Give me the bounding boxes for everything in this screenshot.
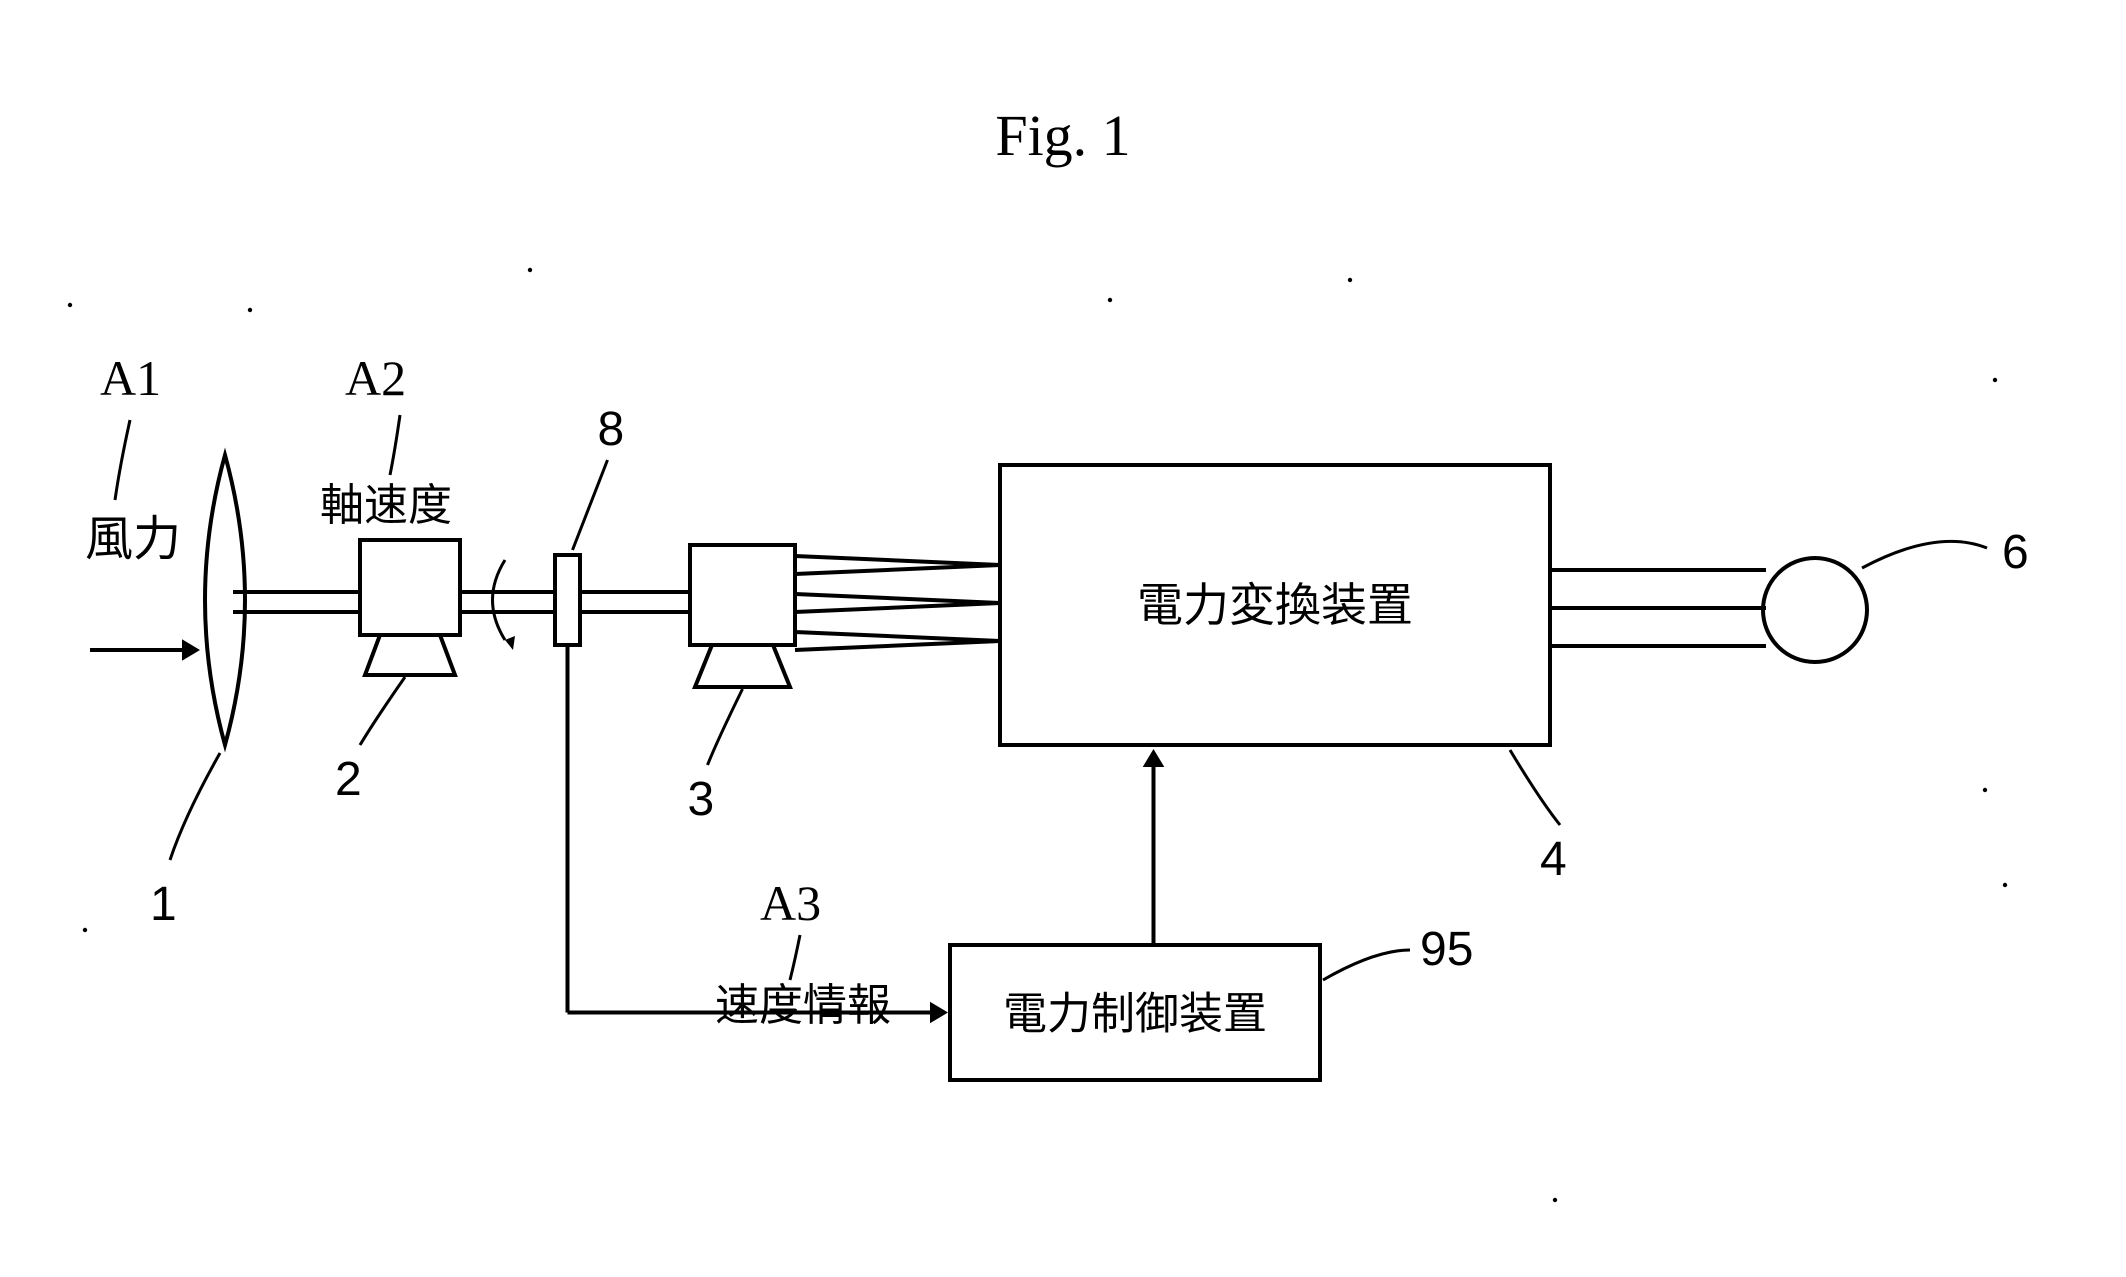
gearbox-node — [360, 540, 460, 635]
a3-leader — [790, 935, 800, 980]
leader-1 — [170, 753, 220, 860]
a3-label: A3 — [760, 875, 821, 931]
figure-title: Fig. 1 — [995, 103, 1130, 168]
leader-2 — [360, 677, 405, 745]
noise-dot — [2003, 883, 2007, 887]
noise-dot — [1983, 788, 1987, 792]
ref-1: 1 — [150, 878, 177, 931]
generator-node — [690, 545, 795, 645]
noise-dot — [68, 303, 72, 307]
ref-2: 2 — [335, 753, 362, 806]
ref-95: 95 — [1420, 923, 1473, 976]
noise-dot — [1348, 278, 1352, 282]
rotation-arc — [493, 560, 506, 640]
gearbox-foot — [365, 635, 455, 675]
leader-4 — [1510, 750, 1560, 825]
noise-dot — [248, 308, 252, 312]
a1-leader — [115, 420, 130, 500]
controller-label: 電力制御装置 — [1003, 990, 1267, 1039]
shaft-speed-label: 軸速度 — [320, 481, 452, 530]
blade-node — [205, 455, 245, 745]
noise-dot — [528, 268, 532, 272]
generator-foot — [695, 645, 790, 687]
noise-dot — [1108, 298, 1112, 302]
wind-force-label: 風力 — [85, 513, 181, 566]
grid-node — [1763, 558, 1867, 662]
noise-dot — [1993, 378, 1997, 382]
noise-dot — [83, 928, 87, 932]
leader-95 — [1323, 950, 1410, 980]
leader-3 — [708, 689, 743, 765]
a2-label: A2 — [345, 350, 406, 406]
ref-3: 3 — [688, 773, 715, 826]
leader-8 — [573, 460, 608, 550]
sensor-node — [555, 555, 580, 645]
converter-label: 電力変換装置 — [1137, 579, 1413, 631]
ref-8: 8 — [598, 403, 625, 456]
leader-6 — [1862, 541, 1987, 568]
noise-dot — [1553, 1198, 1557, 1202]
speed-info-label: 速度情報 — [715, 981, 891, 1030]
ref-6: 6 — [2002, 526, 2029, 579]
ref-4: 4 — [1540, 833, 1567, 886]
a2-leader — [390, 415, 400, 475]
a1-label: A1 — [100, 350, 161, 406]
